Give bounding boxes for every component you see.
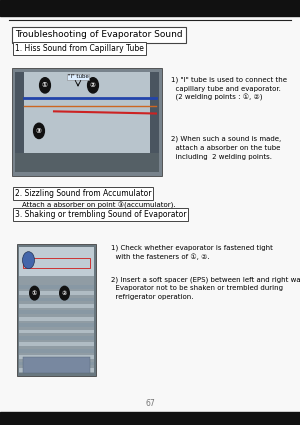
Bar (19, 355, 94, 359)
Bar (0, 0, 300, 16)
Bar (19, 368, 94, 372)
Text: ②: ② (62, 291, 67, 296)
Ellipse shape (22, 252, 34, 269)
Circle shape (30, 286, 39, 300)
Bar (150, 72, 159, 172)
Bar (12, 68, 162, 176)
Bar (15, 153, 159, 172)
Bar (15, 72, 159, 172)
Text: 3. Shaking or trembling Sound of Evaporator: 3. Shaking or trembling Sound of Evapora… (15, 210, 187, 219)
Bar (19, 336, 94, 340)
Text: Attach a absorber on point ③(accumulator).: Attach a absorber on point ③(accumulator… (22, 202, 176, 209)
Text: ②: ② (90, 82, 96, 88)
Bar (19, 342, 94, 346)
Text: 2) Insert a soft spacer (EPS) between left and right wall.
  Evaporator not to b: 2) Insert a soft spacer (EPS) between le… (111, 276, 300, 300)
Text: 2. Sizzling Sound from Accumulator: 2. Sizzling Sound from Accumulator (15, 189, 152, 198)
Circle shape (40, 78, 50, 93)
Circle shape (60, 286, 69, 300)
Text: "I" tube: "I" tube (68, 74, 88, 79)
Bar (19, 323, 94, 327)
Text: 1) "I" tube is used to connect the
  capillary tube and evaporator.
  (2 welding: 1) "I" tube is used to connect the capil… (171, 76, 287, 101)
Text: 1. Hiss Sound from Capillary Tube: 1. Hiss Sound from Capillary Tube (15, 44, 144, 54)
Bar (15, 72, 24, 172)
Bar (19, 298, 94, 301)
Bar (19, 349, 94, 353)
Bar (0, 412, 300, 425)
Text: 1) Check whether evaporator is fastened tight
  with the fasteners of ①, ②.: 1) Check whether evaporator is fastened … (111, 244, 273, 260)
Text: 67: 67 (145, 399, 155, 408)
Bar (19, 317, 94, 321)
Bar (19, 247, 94, 276)
Bar (19, 362, 94, 366)
Circle shape (34, 123, 44, 139)
Text: ①: ① (42, 82, 48, 88)
Bar (22, 258, 90, 268)
Bar (19, 329, 94, 334)
Bar (19, 291, 94, 295)
Text: Troubleshooting of Evaporator Sound: Troubleshooting of Evaporator Sound (15, 30, 183, 40)
Text: ①: ① (32, 291, 37, 296)
Bar (16, 244, 96, 376)
Circle shape (88, 78, 98, 93)
Text: 2) When such a sound is made,
  attach a absorber on the tube
  including  2 wel: 2) When such a sound is made, attach a a… (171, 136, 281, 159)
Bar (22, 357, 90, 373)
Bar (19, 285, 94, 289)
Text: ③: ③ (36, 128, 42, 134)
Bar (19, 304, 94, 308)
Bar (19, 310, 94, 314)
Bar (19, 248, 94, 373)
